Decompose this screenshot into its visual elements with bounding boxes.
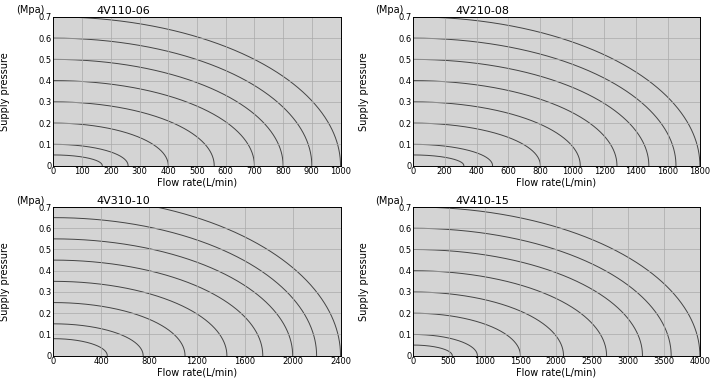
X-axis label: Flow rate(L/min): Flow rate(L/min) bbox=[157, 367, 237, 377]
Text: (Mpa): (Mpa) bbox=[375, 195, 404, 206]
Text: Supply pressure: Supply pressure bbox=[359, 52, 369, 131]
Text: (Mpa): (Mpa) bbox=[375, 5, 404, 15]
Text: (Mpa): (Mpa) bbox=[16, 195, 44, 206]
Text: Supply pressure: Supply pressure bbox=[0, 52, 9, 131]
Text: (Mpa): (Mpa) bbox=[16, 5, 44, 15]
Text: Supply pressure: Supply pressure bbox=[359, 242, 369, 321]
Text: 4V210-08: 4V210-08 bbox=[456, 6, 510, 16]
Text: 4V410-15: 4V410-15 bbox=[456, 196, 510, 206]
X-axis label: Flow rate(L/min): Flow rate(L/min) bbox=[157, 177, 237, 187]
X-axis label: Flow rate(L/min): Flow rate(L/min) bbox=[516, 177, 596, 187]
X-axis label: Flow rate(L/min): Flow rate(L/min) bbox=[516, 367, 596, 377]
Text: Supply pressure: Supply pressure bbox=[0, 242, 9, 321]
Text: 4V110-06: 4V110-06 bbox=[97, 6, 150, 16]
Text: 4V310-10: 4V310-10 bbox=[97, 196, 150, 206]
